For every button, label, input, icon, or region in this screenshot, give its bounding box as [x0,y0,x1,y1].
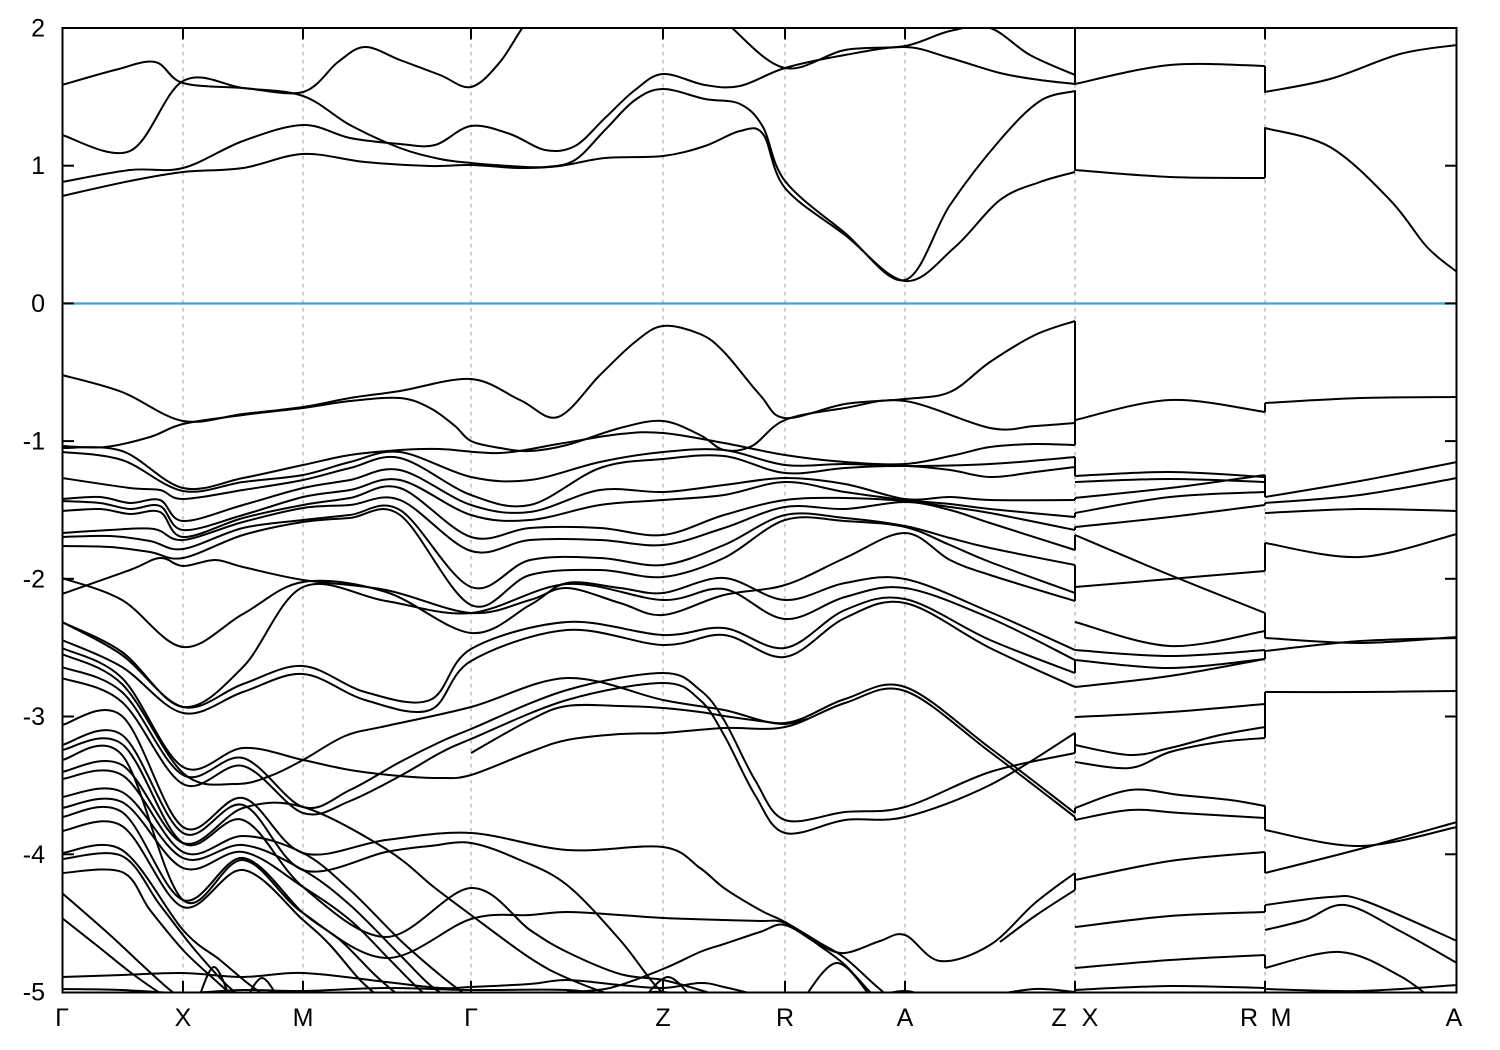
svg-text:2: 2 [31,15,45,43]
svg-text:-2: -2 [23,565,45,593]
svg-text:Γ: Γ [55,1004,69,1032]
svg-text:M: M [293,1004,314,1032]
svg-text:R: R [776,1004,794,1032]
svg-text:X: X [1082,1004,1099,1032]
svg-text:Γ: Γ [464,1004,478,1032]
svg-text:R: R [1240,1004,1258,1032]
svg-text:A: A [1446,1004,1463,1032]
svg-text:-3: -3 [23,703,45,731]
svg-text:M: M [1271,1004,1292,1032]
svg-text:-5: -5 [23,979,45,1007]
svg-text:Z: Z [655,1004,670,1032]
svg-text:-1: -1 [23,428,45,456]
svg-text:1: 1 [31,152,45,180]
svg-text:Z: Z [1051,1004,1066,1032]
svg-text:-4: -4 [23,841,45,869]
svg-text:0: 0 [31,290,45,318]
svg-text:X: X [175,1004,192,1032]
svg-text:A: A [897,1004,914,1032]
